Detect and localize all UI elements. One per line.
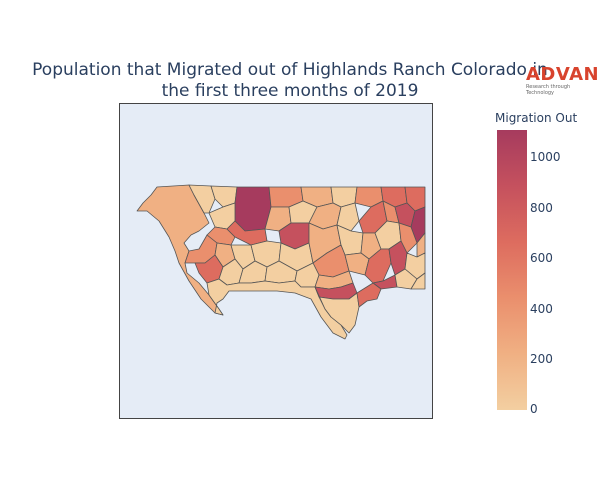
colorbar-tick-1000: 1000 — [530, 150, 561, 164]
region-south-lower — [314, 286, 360, 334]
region-south-tail — [206, 278, 348, 340]
choropleth-map[interactable] — [119, 103, 433, 419]
region-east-strip — [356, 282, 382, 308]
colorbar — [497, 130, 527, 410]
advan-logo: ADVAN Research through Technology — [526, 64, 600, 96]
chart-title-line2: the first three months of 2019 — [161, 81, 419, 101]
logo-word: ADVAN — [526, 64, 600, 85]
colorbar-tick-600: 600 — [530, 251, 553, 265]
colorbar-title: Migration Out — [495, 111, 578, 125]
colorbar-tick-200: 200 — [530, 352, 553, 366]
colorbar-tick-0: 0 — [530, 402, 538, 416]
region-r4g — [364, 248, 392, 284]
colorbar-tick-400: 400 — [530, 302, 553, 316]
logo-tagline: Research through Technology — [526, 84, 571, 96]
region-r5f — [410, 272, 426, 290]
chart-title-line1: Population that Migrated out of Highland… — [32, 60, 548, 80]
colorbar-tick-800: 800 — [530, 201, 553, 215]
region-r2h — [336, 202, 360, 232]
region-hot-north — [234, 186, 272, 232]
